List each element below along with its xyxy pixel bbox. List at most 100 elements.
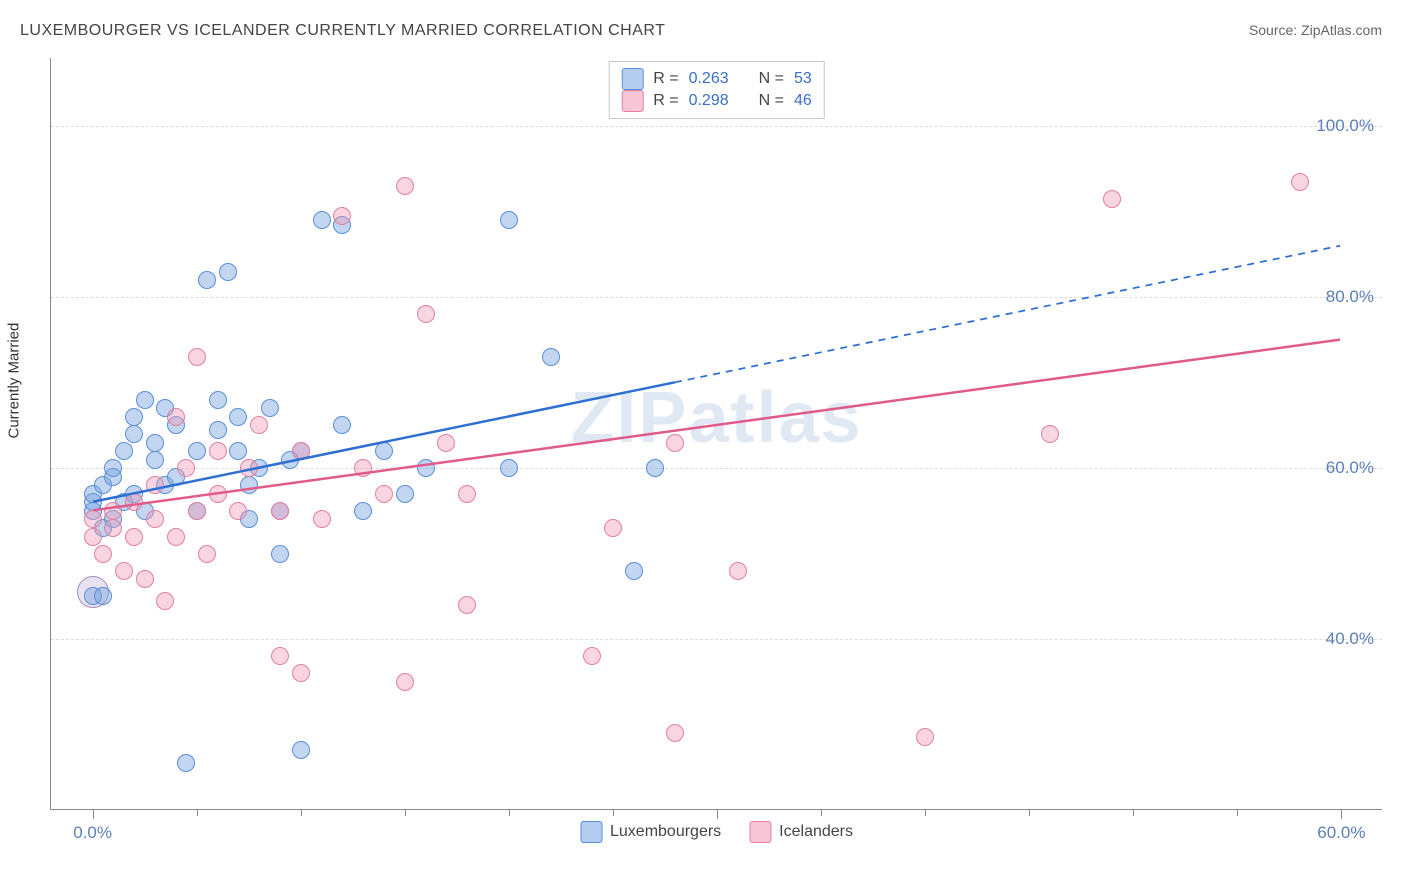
scatter-point [177,459,195,477]
legend-n-value: 53 [794,70,812,88]
legend-top-row: R = 0.263 N = 53 [621,68,812,90]
scatter-point [125,528,143,546]
legend-r-value: 0.298 [689,92,729,110]
y-tick-label: 100.0% [1316,116,1374,136]
legend-bottom-item: Luxembourgers [580,821,721,843]
scatter-point [188,502,206,520]
scatter-point [354,502,372,520]
x-tick [93,809,94,819]
scatter-point [313,211,331,229]
scatter-point [188,348,206,366]
scatter-point [375,485,393,503]
trend-lines-svg [51,58,1382,809]
scatter-point [375,442,393,460]
scatter-point [292,664,310,682]
y-tick-label: 80.0% [1326,287,1374,307]
scatter-point [396,177,414,195]
scatter-point [146,476,164,494]
scatter-point [209,421,227,439]
scatter-point [240,459,258,477]
gridline [51,297,1382,298]
scatter-point [292,442,310,460]
x-tick [717,809,718,819]
scatter-point [916,728,934,746]
x-tick-label: 0.0% [73,823,112,843]
x-minor-tick [925,809,926,816]
scatter-point [177,754,195,772]
scatter-point [229,408,247,426]
scatter-point [271,502,289,520]
legend-swatch [749,821,771,843]
scatter-point [188,442,206,460]
watermark: ZIPatlas [570,377,862,459]
y-tick-label: 40.0% [1326,629,1374,649]
scatter-point [229,502,247,520]
scatter-point [333,207,351,225]
scatter-point [229,442,247,460]
scatter-point [417,459,435,477]
scatter-point [198,545,216,563]
scatter-point [458,596,476,614]
source-label: Source: ZipAtlas.com [1249,22,1382,38]
scatter-point [209,391,227,409]
legend-bottom-item: Icelanders [749,821,853,843]
legend-bottom: Luxembourgers Icelanders [580,821,853,843]
x-minor-tick [613,809,614,816]
legend-swatch [621,90,643,112]
x-tick-label: 60.0% [1317,823,1365,843]
legend-swatch [580,821,602,843]
y-tick-label: 60.0% [1326,458,1374,478]
scatter-point [396,673,414,691]
scatter-point [396,485,414,503]
legend-series-label: Icelanders [779,823,853,841]
scatter-point [167,408,185,426]
legend-r-value: 0.263 [689,70,729,88]
scatter-point [104,459,122,477]
scatter-point [136,391,154,409]
scatter-point [271,545,289,563]
scatter-point [209,485,227,503]
gridline [51,126,1382,127]
legend-n-label: N = [759,70,784,88]
scatter-point [292,741,310,759]
x-minor-tick [1133,809,1134,816]
scatter-point [646,459,664,477]
scatter-point [146,510,164,528]
chart-title: LUXEMBOURGER VS ICELANDER CURRENTLY MARR… [20,22,665,40]
trend-line [93,340,1340,511]
x-minor-tick [1029,809,1030,816]
scatter-point [167,528,185,546]
scatter-point [261,399,279,417]
legend-n-label: N = [759,92,784,110]
scatter-point [313,510,331,528]
scatter-point [104,519,122,537]
scatter-point [209,442,227,460]
plot-area: ZIPatlas R =0.263N =53R =0.298N =46 Luxe… [50,58,1382,810]
scatter-point [271,647,289,665]
scatter-point [333,416,351,434]
legend-swatch [621,68,643,90]
scatter-point [250,416,268,434]
legend-series-label: Luxembourgers [610,823,721,841]
x-minor-tick [405,809,406,816]
scatter-point [146,451,164,469]
scatter-point [458,485,476,503]
x-minor-tick [1237,809,1238,816]
legend-r-label: R = [653,70,678,88]
x-minor-tick [301,809,302,816]
scatter-point [500,459,518,477]
scatter-point [94,545,112,563]
scatter-point [583,647,601,665]
trend-line-dashed [675,246,1340,383]
scatter-point [604,519,622,537]
scatter-point [125,425,143,443]
scatter-point [115,442,133,460]
gridline [51,639,1382,640]
scatter-point [125,408,143,426]
scatter-point [729,562,747,580]
legend-n-value: 46 [794,92,812,110]
scatter-point [666,724,684,742]
scatter-point [542,348,560,366]
scatter-point [125,493,143,511]
scatter-point [156,592,174,610]
